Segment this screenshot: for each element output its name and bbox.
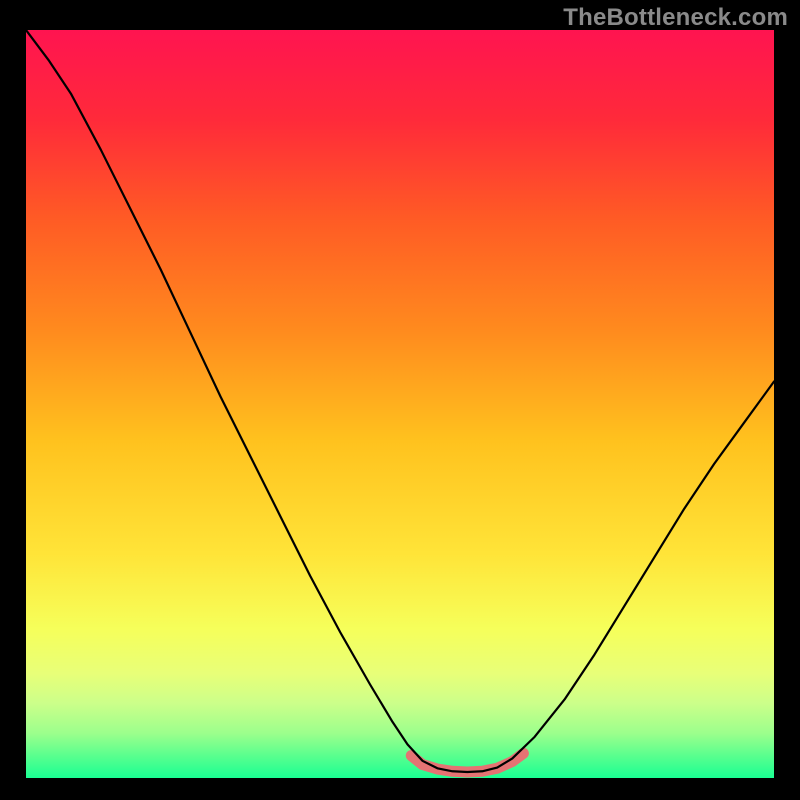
chart-frame: TheBottleneck.com [0,0,800,800]
watermark-text: TheBottleneck.com [563,4,788,32]
chart-background [26,30,774,778]
chart-svg [26,30,774,778]
plot-area [26,30,774,778]
